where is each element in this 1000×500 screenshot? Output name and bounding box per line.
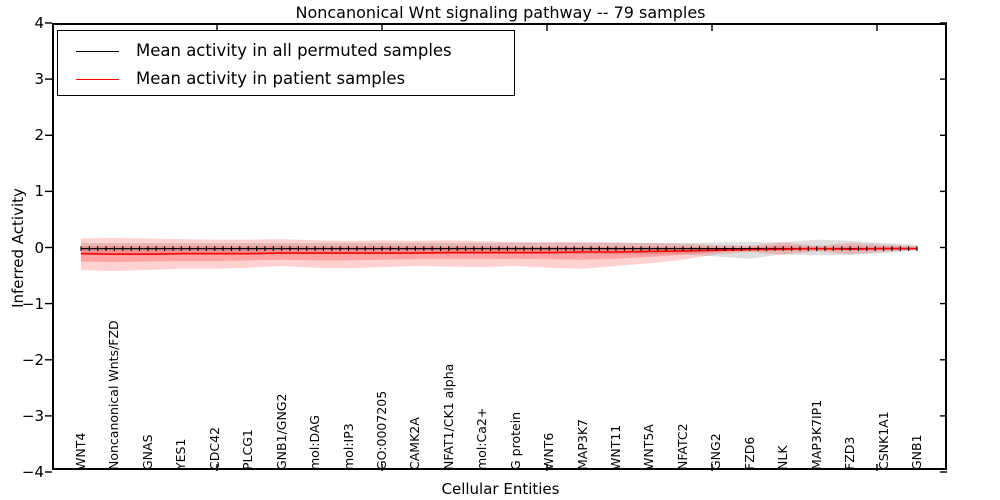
y-tick-label: 2: [34, 126, 44, 144]
x-tick-label: MAP3K7IP1: [809, 399, 824, 470]
chart-title: Noncanonical Wnt signaling pathway -- 79…: [295, 3, 706, 22]
x-tick-label: GNG2: [708, 433, 723, 470]
y-tick-label: −2: [21, 351, 44, 369]
y-tick-label: 4: [34, 14, 44, 32]
x-axis-label: Cellular Entities: [441, 480, 560, 498]
x-tick-label: G protein: [508, 411, 523, 470]
x-tick-label: GNB1: [909, 434, 924, 470]
x-tick-label: CSNK1A1: [876, 411, 891, 470]
legend: Mean activity in all permuted samples Me…: [57, 30, 515, 96]
y-tick-label: −1: [21, 295, 44, 313]
legend-label: Mean activity in patient samples: [136, 69, 406, 88]
plot-area: [52, 23, 947, 470]
y-tick-label: 3: [34, 70, 44, 88]
x-tick-label: WNT6: [541, 432, 556, 470]
x-tick-label: mol:IP3: [341, 423, 356, 470]
x-tick-label: GO:0007205: [374, 390, 389, 470]
y-tick-label: −3: [21, 407, 44, 425]
x-tick-label: GNB1/GNG2: [274, 393, 289, 470]
x-tick-label: PLCG1: [240, 429, 255, 470]
x-tick-label: NLK: [775, 445, 790, 470]
x-tick-label: WNT4: [73, 432, 88, 470]
x-tick-label: CDC42: [207, 427, 222, 470]
x-tick-label: MAP3K7: [575, 419, 590, 470]
x-tick-label: mol:DAG: [307, 415, 322, 470]
y-tick-label: 1: [34, 182, 44, 200]
x-tick-label: WNT11: [608, 424, 623, 470]
legend-line-swatch-red: [76, 79, 119, 80]
x-tick-label: FZD6: [742, 436, 757, 470]
legend-label: Mean activity in all permuted samples: [136, 41, 452, 60]
x-tick-label: Noncanonical Wnts/FZD: [106, 320, 121, 470]
x-tick-label: mol:Ca2+: [474, 407, 489, 470]
x-tick-label: NFATC2: [675, 423, 690, 470]
patient-mean-line: [80, 247, 917, 255]
x-tick-label: FZD3: [842, 436, 857, 470]
x-tick-label: CAMK2A: [407, 417, 422, 470]
legend-line-swatch-black: [76, 51, 119, 52]
x-tick-label: NFAT1/CK1 alpha: [441, 363, 456, 470]
x-tick-label: WNT5A: [641, 424, 656, 470]
x-tick-label: YES1: [173, 438, 188, 470]
x-tick-label: GNAS: [140, 434, 155, 470]
y-tick-label: −4: [21, 463, 44, 481]
y-tick-label: 0: [34, 239, 44, 257]
